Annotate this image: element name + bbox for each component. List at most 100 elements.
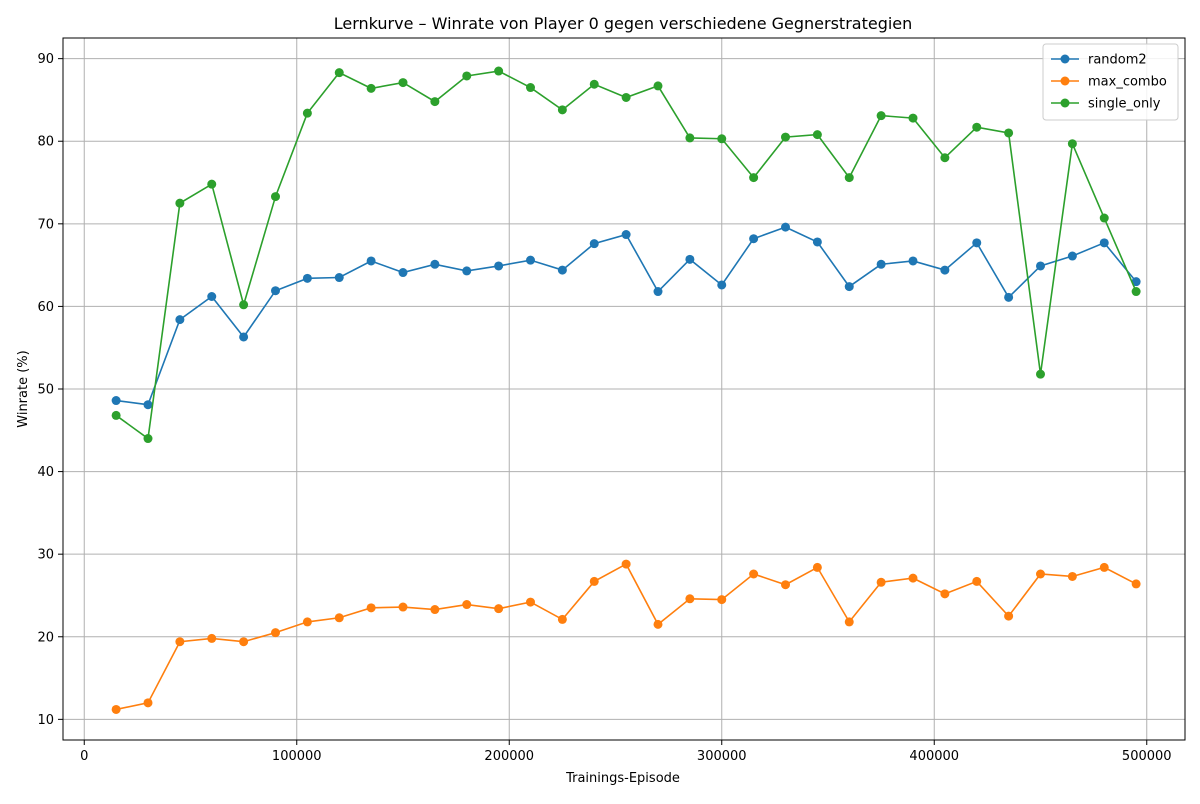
series-max_combo: [111, 559, 1141, 714]
data-point: [653, 81, 663, 91]
x-tick-label: 200000: [484, 749, 534, 764]
y-tick-label: 50: [37, 383, 54, 398]
data-point: [494, 604, 504, 614]
data-point: [143, 434, 153, 444]
data-point: [749, 234, 759, 244]
data-point: [908, 256, 918, 266]
data-point: [812, 562, 822, 572]
data-point: [175, 637, 185, 647]
data-point: [526, 83, 535, 93]
data-point: [334, 273, 344, 283]
data-point: [462, 266, 472, 276]
legend-label: random2: [1088, 53, 1147, 68]
data-point: [271, 192, 280, 202]
data-point: [589, 79, 599, 89]
data-point: [1099, 562, 1109, 572]
data-point: [749, 569, 759, 579]
y-tick-label: 80: [37, 135, 54, 150]
data-point: [557, 105, 567, 115]
data-point: [1067, 139, 1077, 149]
data-point: [940, 265, 950, 275]
data-point: [972, 238, 982, 248]
series-single_only: [111, 66, 1141, 444]
data-point: [589, 239, 599, 249]
data-point: [366, 603, 376, 613]
data-point: [972, 122, 982, 132]
data-point: [844, 282, 854, 292]
series-random2: [111, 222, 1141, 410]
data-point: [685, 594, 695, 604]
data-point: [1099, 213, 1109, 223]
data-point: [1004, 128, 1014, 138]
data-point: [557, 265, 567, 275]
y-tick-label: 40: [37, 465, 54, 480]
data-point: [462, 600, 472, 610]
data-point: [398, 268, 408, 278]
data-point: [1131, 277, 1141, 287]
data-point: [239, 637, 249, 647]
data-point: [207, 292, 217, 302]
data-point: [781, 222, 790, 232]
data-point: [717, 134, 727, 144]
chart-title: Lernkurve – Winrate von Player 0 gegen v…: [334, 14, 913, 33]
legend-marker: [1060, 98, 1070, 108]
data-point: [940, 589, 950, 599]
data-point: [462, 71, 472, 81]
data-point: [972, 576, 982, 586]
x-tick-label: 300000: [697, 749, 747, 764]
data-point: [430, 97, 440, 107]
data-point: [239, 332, 249, 342]
data-point: [207, 633, 217, 643]
data-point: [526, 597, 535, 607]
data-point: [1131, 287, 1141, 297]
data-point: [302, 273, 312, 283]
y-tick-label: 10: [37, 713, 54, 728]
data-point: [271, 286, 280, 296]
data-point: [111, 396, 121, 406]
data-point: [1067, 571, 1077, 581]
data-point: [111, 704, 121, 714]
data-point: [1036, 569, 1045, 579]
data-point: [494, 261, 504, 271]
legend-label: max_combo: [1088, 75, 1167, 90]
x-tick-label: 400000: [909, 749, 959, 764]
data-point: [717, 280, 727, 290]
data-point: [1036, 261, 1045, 271]
data-point: [430, 259, 440, 269]
data-point: [302, 617, 312, 627]
data-point: [302, 108, 312, 118]
legend-marker: [1060, 76, 1070, 86]
x-axis-label: Trainings-Episode: [565, 771, 680, 786]
data-point: [175, 198, 185, 208]
legend-marker: [1060, 54, 1070, 64]
x-tick-label: 100000: [272, 749, 322, 764]
data-point: [876, 111, 886, 121]
data-point: [271, 628, 280, 638]
data-point: [717, 595, 727, 605]
data-point: [1004, 292, 1014, 302]
data-point: [940, 153, 950, 163]
data-point: [621, 230, 631, 240]
data-point: [685, 254, 695, 264]
data-point: [685, 133, 695, 143]
data-point: [908, 573, 918, 583]
data-point: [334, 68, 344, 78]
data-point: [143, 698, 153, 708]
legend-item: max_combo: [1051, 75, 1167, 90]
data-point: [526, 255, 535, 265]
data-point: [589, 576, 599, 586]
data-point: [1067, 251, 1077, 261]
y-tick-label: 30: [37, 548, 54, 563]
data-point: [812, 237, 822, 247]
data-point: [207, 179, 217, 189]
y-tick-label: 70: [37, 217, 54, 232]
data-point: [621, 559, 631, 569]
data-point: [175, 315, 185, 325]
y-tick-label: 20: [37, 630, 54, 645]
data-point: [398, 602, 408, 612]
data-point: [1004, 611, 1014, 621]
data-point: [781, 580, 790, 590]
data-point: [844, 173, 854, 183]
